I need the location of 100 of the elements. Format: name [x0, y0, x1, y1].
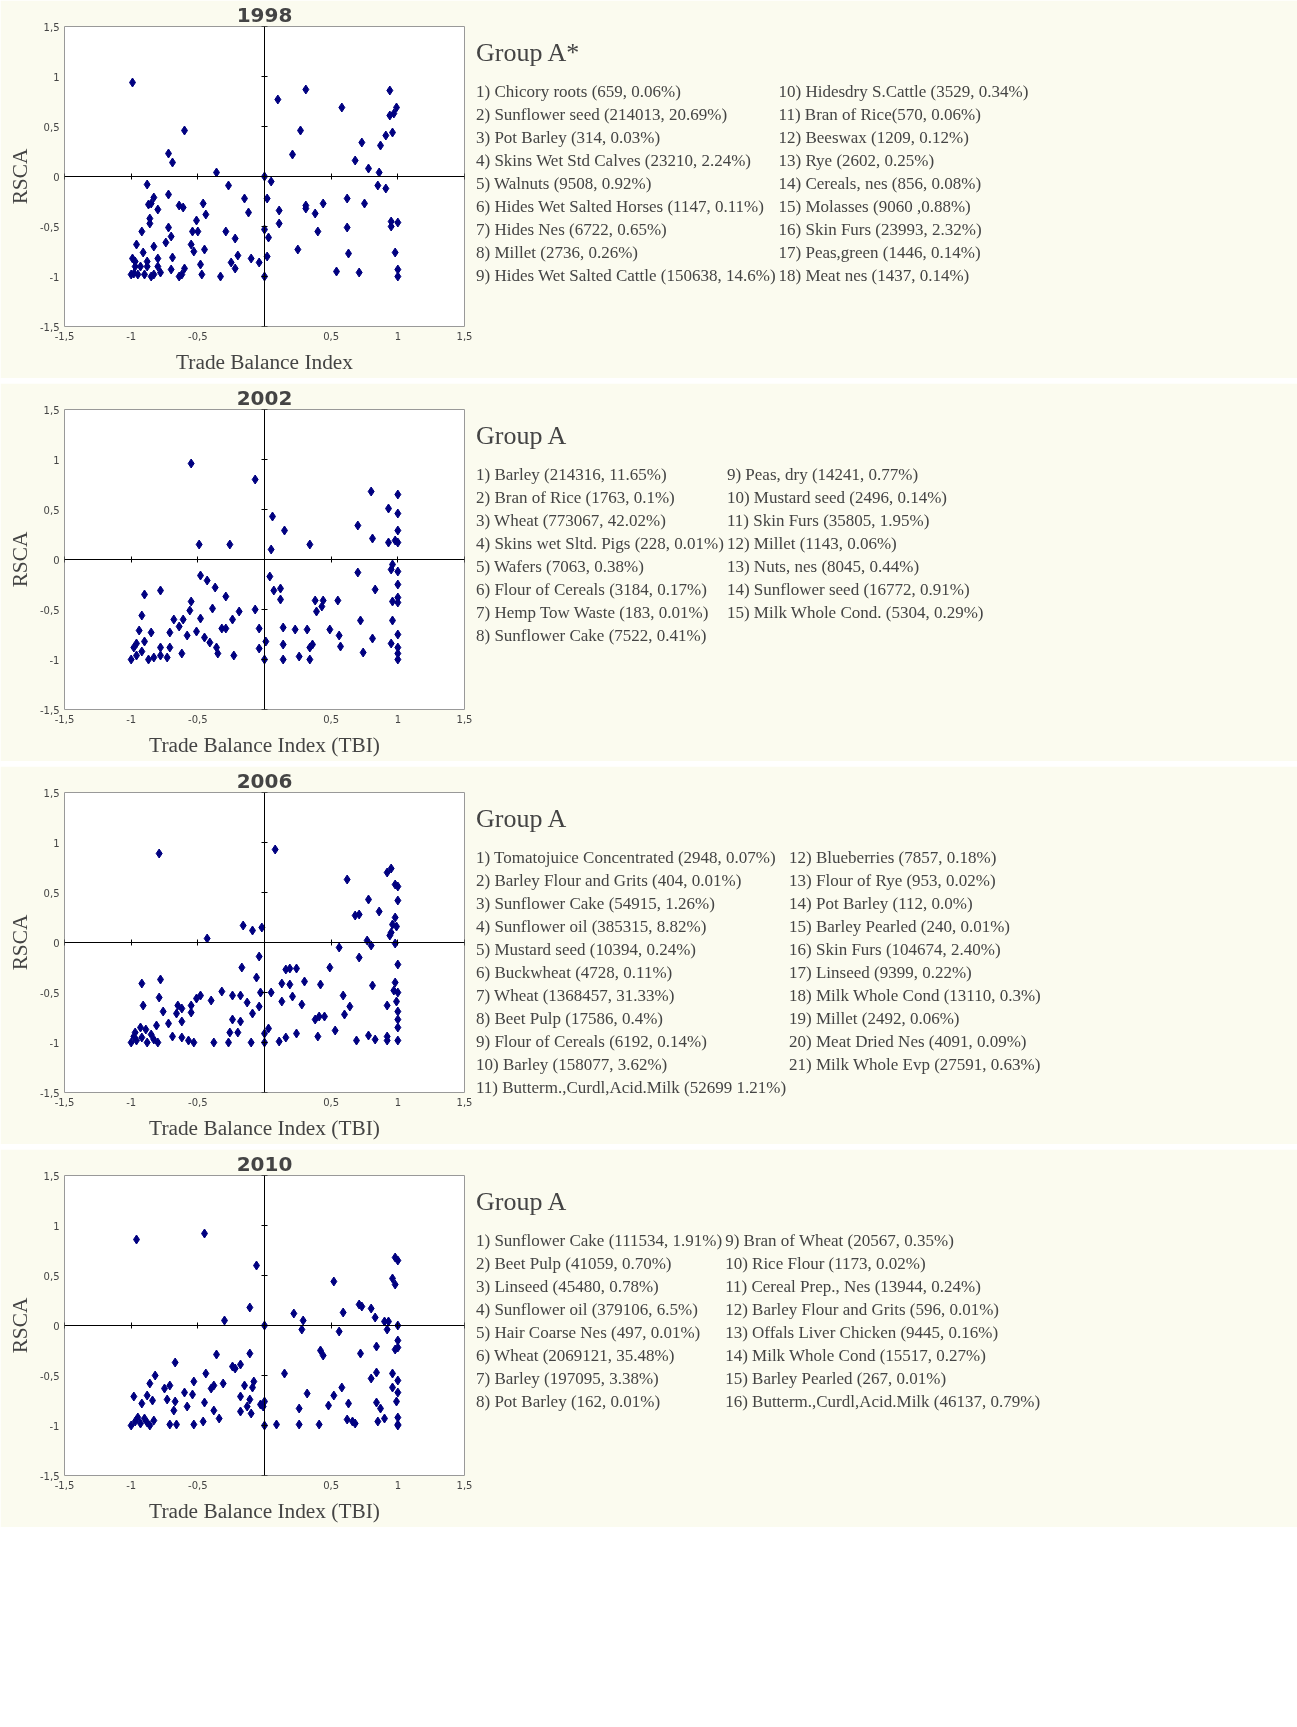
x-tick-label: -0,5	[188, 1479, 208, 1491]
text: 14) Pot Barley (112, 0.0%)	[789, 894, 973, 914]
text: 5) Walnuts (9508, 0.92%)	[476, 174, 652, 194]
chart-title: 2002	[236, 385, 293, 410]
y-tick-label: 0	[53, 1320, 60, 1332]
text: 8) Pot Barley (162, 0.01%)	[476, 1392, 661, 1412]
y-tick-label: -1	[49, 1420, 60, 1432]
text: 18) Meat nes (1437, 0.14%)	[778, 266, 970, 286]
text: 1) Sunflower Cake (111534, 1.91%)	[476, 1231, 723, 1251]
y-axis-title: RSCA	[7, 531, 32, 588]
text: 15) Barley Pearled (267, 0.01%)	[725, 1369, 947, 1389]
y-tick-label: 0	[53, 171, 60, 183]
chart-title: 1998	[236, 2, 293, 27]
y-tick-label: 1	[53, 454, 60, 466]
y-tick-label: 1	[53, 1220, 60, 1232]
x-tick-label: 0,5	[323, 330, 340, 342]
x-tick-label: -1	[126, 1479, 137, 1491]
text: 5) Hair Coarse Nes (497, 0.01%)	[476, 1323, 701, 1343]
text: 1) Barley (214316, 11.65%)	[476, 465, 667, 485]
x-tick-label: 1,5	[456, 1096, 473, 1108]
text: 4) Sunflower oil (385315, 8.82%)	[476, 917, 707, 937]
text: 10) Rice Flour (1173, 0.02%)	[725, 1254, 926, 1274]
y-axis-title: RSCA	[7, 914, 32, 971]
text: 8) Millet (2736, 0.26%)	[476, 243, 638, 263]
text: 9) Bran of Wheat (20567, 0.35%)	[725, 1231, 954, 1251]
text: 3) Linseed (45480, 0.78%)	[476, 1277, 659, 1297]
text: 17) Linseed (9399, 0.22%)	[789, 963, 972, 983]
text: 10) Barley (158077, 3.62%)	[476, 1055, 668, 1075]
y-tick-label: -0,5	[39, 1370, 60, 1382]
y-tick-label: -1,5	[39, 704, 60, 716]
y-tick-label: -1	[49, 1037, 60, 1049]
x-tick-label: 1	[394, 1479, 402, 1491]
text: 5) Mustard seed (10394, 0.24%)	[476, 940, 697, 960]
y-axis-title: RSCA	[7, 1297, 32, 1354]
y-tick-label: 1,5	[43, 1170, 60, 1182]
x-axis-title: Trade Balance Index (TBI)	[149, 1498, 380, 1523]
text: 10) Hidesdry S.Cattle (3529, 0.34%)	[778, 82, 1029, 102]
y-tick-label: -1,5	[39, 1470, 60, 1482]
text: 11) Skin Furs (35805, 1.95%)	[726, 511, 930, 531]
y-tick-label: -0,5	[39, 221, 60, 233]
y-tick-label: 1,5	[43, 787, 60, 799]
text: 13) Rye (2602, 0.25%)	[778, 151, 935, 171]
text: 3) Wheat (773067, 42.02%)	[476, 511, 666, 531]
text: 15) Milk Whole Cond. (5304, 0.29%)	[726, 603, 984, 623]
text: 16) Skin Furs (104674, 2.40%)	[789, 940, 1001, 960]
text: 4) Skins Wet Std Calves (23210, 2.24%)	[476, 151, 752, 171]
text: 16) Skin Furs (23993, 2.32%)	[778, 220, 982, 240]
text: 7) Hides Nes (6722, 0.65%)	[476, 220, 667, 240]
x-tick-label: 0,5	[323, 1479, 340, 1491]
chart-title: 2006	[236, 768, 293, 793]
text: 14) Sunflower seed (16772, 0.91%)	[726, 580, 970, 600]
x-tick-label: 1	[394, 713, 402, 725]
x-tick-label: -1	[126, 1096, 137, 1108]
text: 21) Milk Whole Evp (27591, 0.63%)	[789, 1055, 1041, 1075]
text: 11) Butterm.,Curdl,Acid.Milk (52699 1.21%)	[476, 1078, 787, 1098]
text: 9) Flour of Cereals (6192, 0.14%)	[476, 1032, 707, 1052]
text: Group A*	[476, 38, 581, 68]
y-tick-label: 1	[53, 837, 60, 849]
x-tick-label: 1,5	[456, 713, 473, 725]
y-tick-label: 0,5	[43, 121, 60, 133]
x-tick-label: 0,5	[323, 713, 340, 725]
text: 3) Pot Barley (314, 0.03%)	[476, 128, 661, 148]
y-tick-label: 0	[53, 937, 60, 949]
x-axis-title: Trade Balance Index (TBI)	[149, 732, 380, 757]
text: 6) Flour of Cereals (3184, 0.17%)	[476, 580, 707, 600]
text: 7) Barley (197095, 3.38%)	[476, 1369, 659, 1389]
text: 12) Barley Flour and Grits (596, 0.01%)	[725, 1300, 999, 1320]
text: 6) Wheat (2069121, 35.48%)	[476, 1346, 675, 1366]
text: 1) Tomatojuice Concentrated (2948, 0.07%)	[476, 848, 776, 868]
chart-title: 2010	[236, 1151, 293, 1176]
x-tick-label: -0,5	[188, 713, 208, 725]
text: 9) Hides Wet Salted Cattle (150638, 14.6%)	[476, 266, 776, 286]
y-tick-label: 1,5	[43, 21, 60, 33]
y-tick-label: 0	[53, 554, 60, 566]
y-tick-label: 0,5	[43, 1270, 60, 1282]
y-tick-label: -1,5	[39, 321, 60, 333]
text: 13) Nuts, nes (8045, 0.44%)	[726, 557, 920, 577]
y-tick-label: 0,5	[43, 887, 60, 899]
x-axis-title: Trade Balance Index (TBI)	[149, 1115, 380, 1140]
text: 10) Mustard seed (2496, 0.14%)	[726, 488, 947, 508]
text: 14) Cereals, nes (856, 0.08%)	[778, 174, 982, 194]
text: 20) Meat Dried Nes (4091, 0.09%)	[789, 1032, 1027, 1052]
text: 18) Milk Whole Cond (13110, 0.3%)	[789, 986, 1041, 1006]
text: 11) Bran of Rice(570, 0.06%)	[778, 105, 981, 125]
text: 15) Barley Pearled (240, 0.01%)	[789, 917, 1010, 937]
text: 19) Millet (2492, 0.06%)	[789, 1009, 960, 1029]
text: 4) Skins wet Sltd. Pigs (228, 0.01%)	[476, 534, 724, 554]
text: 2) Bran of Rice (1763, 0.1%)	[476, 488, 675, 508]
text: 17) Peas,green (1446, 0.14%)	[778, 243, 981, 263]
text: 6) Buckwheat (4728, 0.11%)	[476, 963, 673, 983]
y-tick-label: -1,5	[39, 1087, 60, 1099]
y-tick-label: -0,5	[39, 604, 60, 616]
text: 9) Peas, dry (14241, 0.77%)	[726, 465, 919, 485]
text: 7) Hemp Tow Waste (183, 0.01%)	[476, 603, 709, 623]
text: 5) Wafers (7063, 0.38%)	[476, 557, 644, 577]
y-tick-label: 1	[53, 71, 60, 83]
x-tick-label: 1	[394, 330, 402, 342]
text: 8) Sunflower Cake (7522, 0.41%)	[476, 626, 707, 646]
y-axis-title: RSCA	[7, 148, 32, 205]
x-tick-label: 1	[394, 1096, 402, 1108]
